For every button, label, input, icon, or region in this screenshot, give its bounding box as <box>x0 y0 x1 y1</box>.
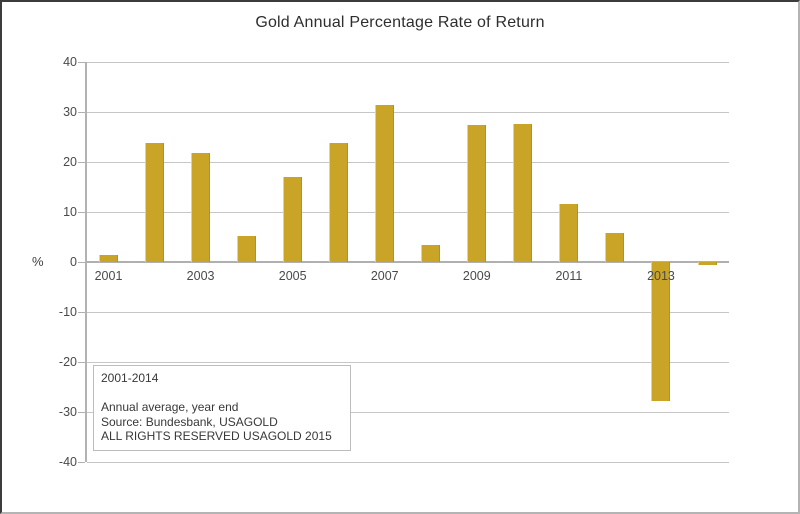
x-axis-label-2003: 2003 <box>186 269 215 283</box>
gridline-y10 <box>87 212 729 213</box>
y-axis-label--40: -40 <box>58 455 77 469</box>
bar-2003 <box>191 153 211 262</box>
y-axis-tick--10 <box>78 312 85 313</box>
bar-2007 <box>375 105 395 262</box>
bar-2012 <box>605 233 625 262</box>
x-axis-label-2007: 2007 <box>370 269 399 283</box>
gridline-y40 <box>87 62 729 63</box>
x-axis-label-2005: 2005 <box>278 269 307 283</box>
annotation-box: 2001-2014 Annual average, year end Sourc… <box>93 365 351 451</box>
bar-2001 <box>99 254 118 262</box>
annotation-copyright: ALL RIGHTS RESERVED USAGOLD 2015 <box>101 429 332 443</box>
chart-title: Gold Annual Percentage Rate of Return <box>255 14 545 31</box>
y-axis-label-10: 10 <box>63 205 77 219</box>
bar-2002 <box>145 143 165 262</box>
bar-2009 <box>467 124 487 262</box>
x-axis-label-2009: 2009 <box>462 269 491 283</box>
gridline-y0 <box>87 261 729 263</box>
y-axis-label-40: 40 <box>63 55 77 69</box>
y-axis-unit-label: % <box>32 254 44 269</box>
gridline-y-30 <box>87 412 729 413</box>
y-axis-tick--30 <box>78 412 85 413</box>
y-axis-tick--20 <box>78 362 85 363</box>
plot-area: 2001 2003 2005 2007 2009 2011 2013 <box>85 62 729 463</box>
bar-2010 <box>513 123 533 262</box>
y-axis-label-0: 0 <box>70 255 77 269</box>
bar-2006 <box>329 143 349 262</box>
bar-2014 <box>697 262 717 265</box>
y-axis-tick-0 <box>78 262 85 263</box>
y-axis-label-30: 30 <box>63 105 77 119</box>
y-axis-tick-20 <box>78 162 85 163</box>
bar-2004 <box>237 236 257 262</box>
y-axis-tick-40 <box>78 62 85 63</box>
gridline-y20 <box>87 162 729 163</box>
bar-2013 <box>651 262 671 401</box>
annotation-spacer <box>101 386 344 401</box>
x-axis-label-2001: 2001 <box>94 269 123 283</box>
y-axis-tick-10 <box>78 212 85 213</box>
annotation-period: 2001-2014 <box>101 371 159 385</box>
gridline-y-40 <box>87 462 729 463</box>
annotation-method: Annual average, year end <box>101 400 239 414</box>
y-axis-label--30: -30 <box>58 405 77 419</box>
y-axis-label--20: -20 <box>58 355 77 369</box>
x-axis-label-2013: 2013 <box>647 269 675 283</box>
annotation-source: Source: Bundesbank, USAGOLD <box>101 414 278 429</box>
bar-2011 <box>559 203 579 262</box>
x-axis-label-2011: 2011 <box>555 269 583 283</box>
bar-2008 <box>421 244 441 262</box>
y-axis-tick-30 <box>78 112 85 113</box>
gridline-y30 <box>87 112 729 113</box>
y-axis-label-20: 20 <box>63 155 77 169</box>
bar-2005 <box>283 177 303 262</box>
y-axis-tick--40 <box>78 462 85 463</box>
y-axis-label--10: -10 <box>58 305 77 319</box>
gridline-y-20 <box>87 362 729 363</box>
gridline-y-10 <box>87 312 729 313</box>
